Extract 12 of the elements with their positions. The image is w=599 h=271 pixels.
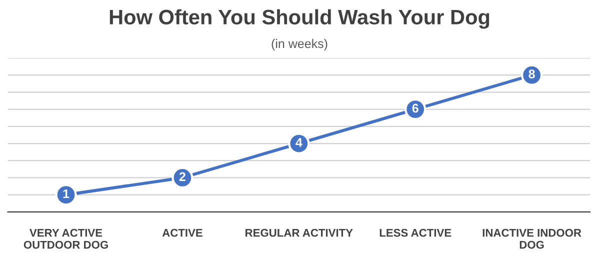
x-tick-label: INACTIVE INDOOR DOG [482, 228, 582, 249]
chart-subtitle: (in weeks) [272, 38, 328, 51]
data-label: 8 [528, 70, 535, 78]
chart-title: How Often You Should Wash Your Dog [110, 9, 490, 29]
data-label: 6 [412, 104, 418, 113]
x-tick-label: REGULAR ACTIVITY [246, 228, 353, 237]
data-label: 2 [179, 172, 186, 181]
data-label: 4 [296, 138, 302, 147]
x-tick-label: VERY ACTIVE OUTDOOR DOG [24, 228, 108, 249]
x-tick-label: LESS ACTIVE [380, 228, 452, 237]
data-label: 1 [63, 189, 70, 198]
x-tick-label: ACTIVE [162, 228, 202, 237]
